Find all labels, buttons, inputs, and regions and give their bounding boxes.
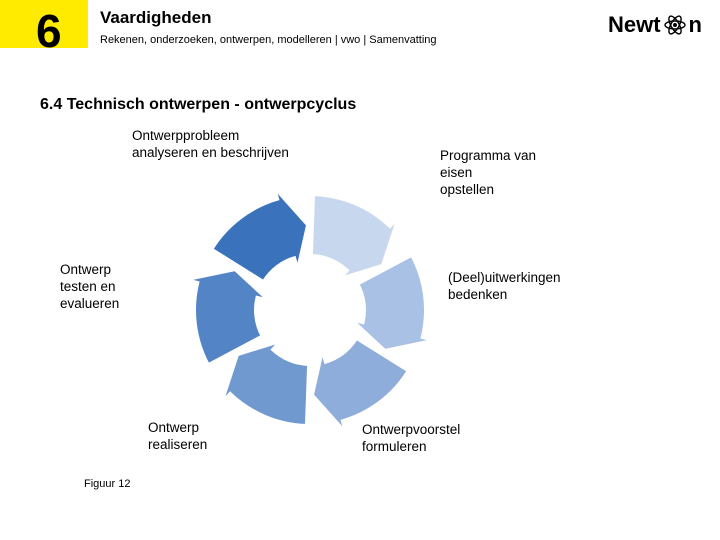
- logo-text-right: n: [689, 12, 702, 38]
- atom-icon: [663, 13, 687, 37]
- logo-text-left: Newt: [608, 12, 661, 38]
- chapter-number: 6: [36, 4, 62, 58]
- cycle-label-1: Programma van eisenopstellen: [440, 148, 560, 199]
- cycle-label-4: Ontwerprealiseren: [148, 420, 207, 454]
- newton-logo: Newt n: [608, 12, 702, 38]
- cycle-segment-5: [212, 190, 307, 281]
- cycle-label-3: Ontwerpvoorstelformuleren: [362, 422, 460, 456]
- chapter-title: Vaardigheden: [100, 8, 211, 28]
- chapter-subtitle: Rekenen, onderzoeken, ontwerpen, modelle…: [100, 34, 437, 46]
- cycle-label-2: (Deel)uitwerkingenbedenken: [448, 270, 561, 304]
- header: 6 Vaardigheden Rekenen, onderzoeken, ont…: [0, 0, 720, 68]
- section-title: 6.4 Technisch ontwerpen - ontwerpcyclus: [40, 96, 356, 114]
- cycle-label-5: Ontwerptesten enevalueren: [60, 262, 119, 313]
- figure-caption: Figuur 12: [84, 478, 130, 490]
- cycle-segment-0: [312, 195, 397, 278]
- ontwerpcyclus-diagram: Ontwerpprobleemanalyseren en beschrijven…: [60, 120, 560, 480]
- cycle-segment-3: [223, 342, 308, 425]
- cycle-segment-2: [313, 339, 408, 430]
- cycle-label-0: Ontwerpprobleemanalyseren en beschrijven: [132, 128, 289, 162]
